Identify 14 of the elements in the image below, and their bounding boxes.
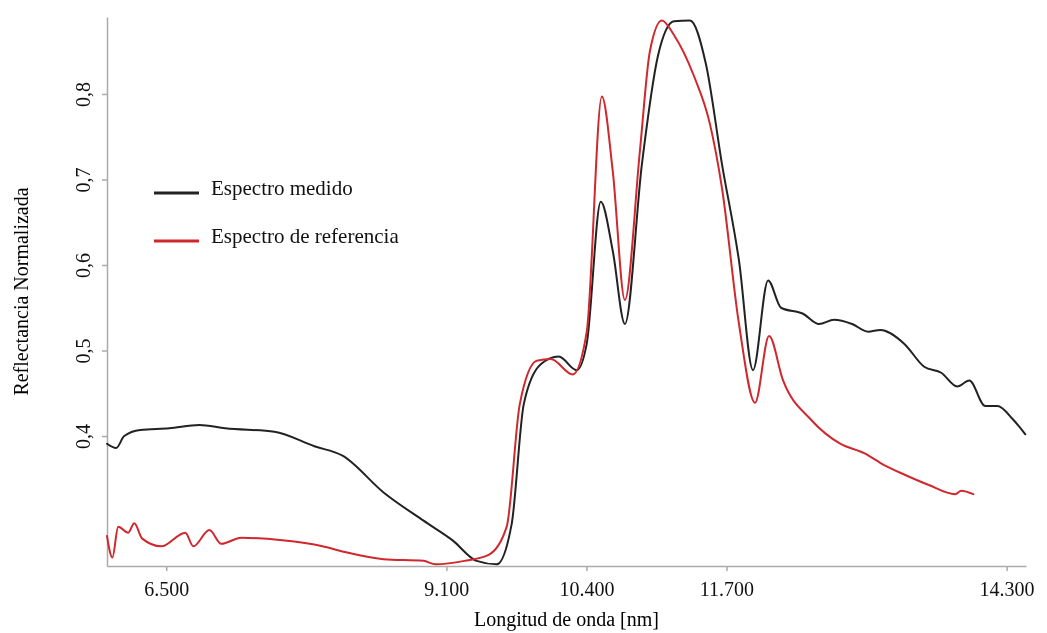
y-tick-label: 0,7 bbox=[72, 167, 94, 193]
x-tick-label: 14.300 bbox=[979, 578, 1035, 600]
y-axis-title: Reflectancia Normalizada bbox=[10, 187, 32, 396]
y-tick-label: 0,6 bbox=[72, 252, 94, 278]
y-tick-label: 0,5 bbox=[72, 338, 94, 364]
x-tick-label: 9.100 bbox=[424, 578, 470, 600]
y-tick-label: 0,8 bbox=[72, 81, 94, 107]
x-tick-label: 6.500 bbox=[144, 578, 190, 600]
y-tick-label: 0,4 bbox=[72, 424, 94, 450]
x-axis-title: Longitud de onda [nm] bbox=[474, 608, 659, 631]
legend-label: Espectro medido bbox=[211, 176, 353, 201]
x-tick-label: 11.700 bbox=[699, 578, 755, 600]
x-tick-label: 10.400 bbox=[559, 578, 615, 600]
legend-label: Espectro de referencia bbox=[211, 224, 400, 249]
